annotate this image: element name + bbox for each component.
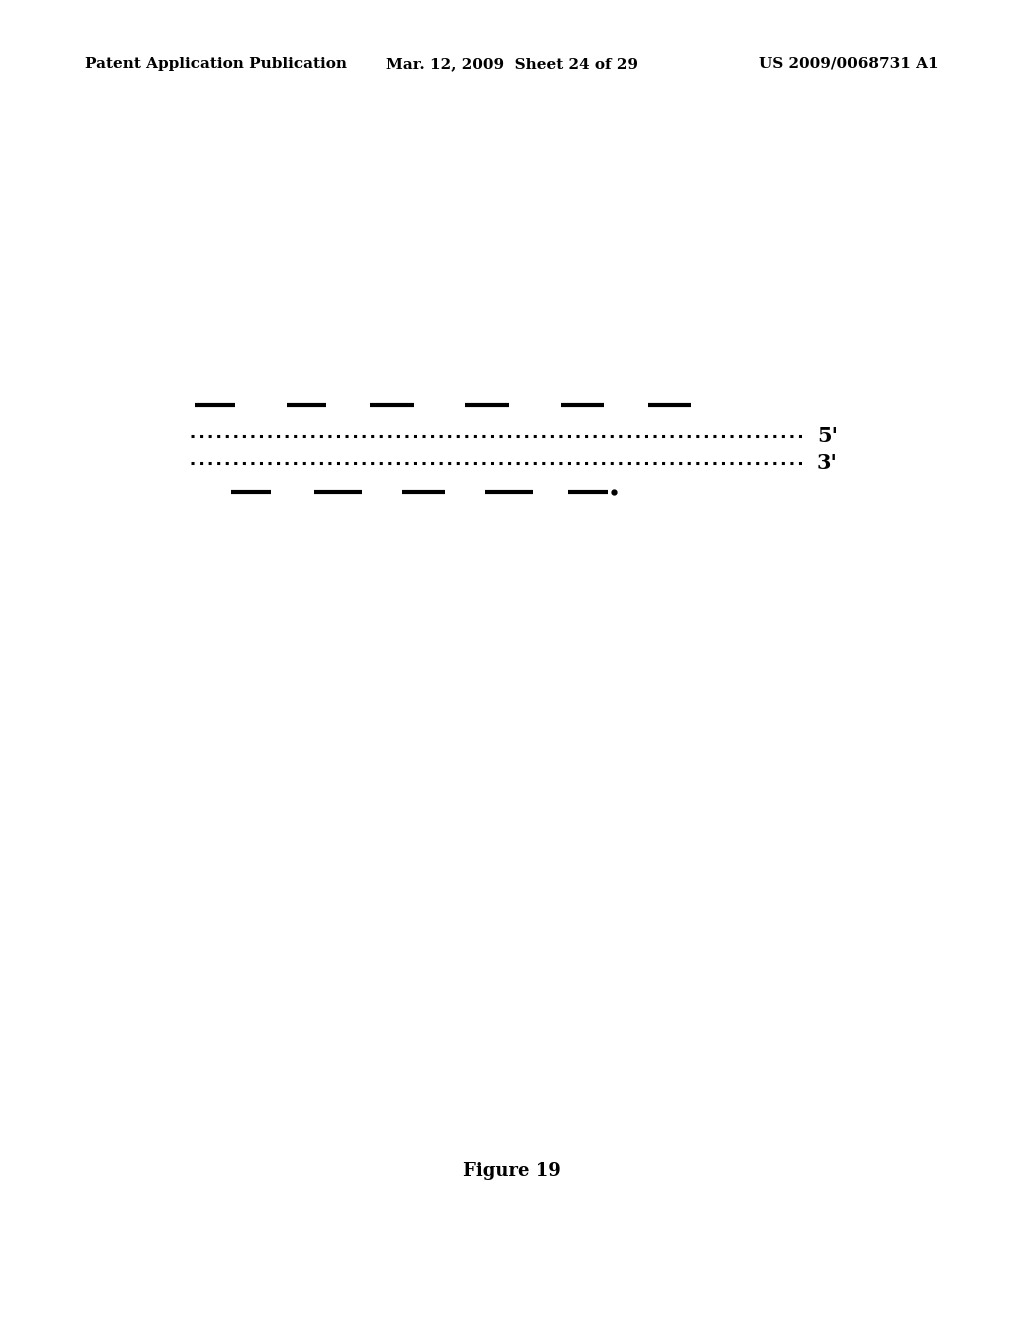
Text: 5': 5' — [817, 426, 838, 446]
Text: Mar. 12, 2009  Sheet 24 of 29: Mar. 12, 2009 Sheet 24 of 29 — [386, 57, 638, 71]
Text: 3': 3' — [817, 453, 838, 474]
Text: Figure 19: Figure 19 — [463, 1162, 561, 1180]
Text: Patent Application Publication: Patent Application Publication — [85, 57, 347, 71]
Text: US 2009/0068731 A1: US 2009/0068731 A1 — [760, 57, 939, 71]
